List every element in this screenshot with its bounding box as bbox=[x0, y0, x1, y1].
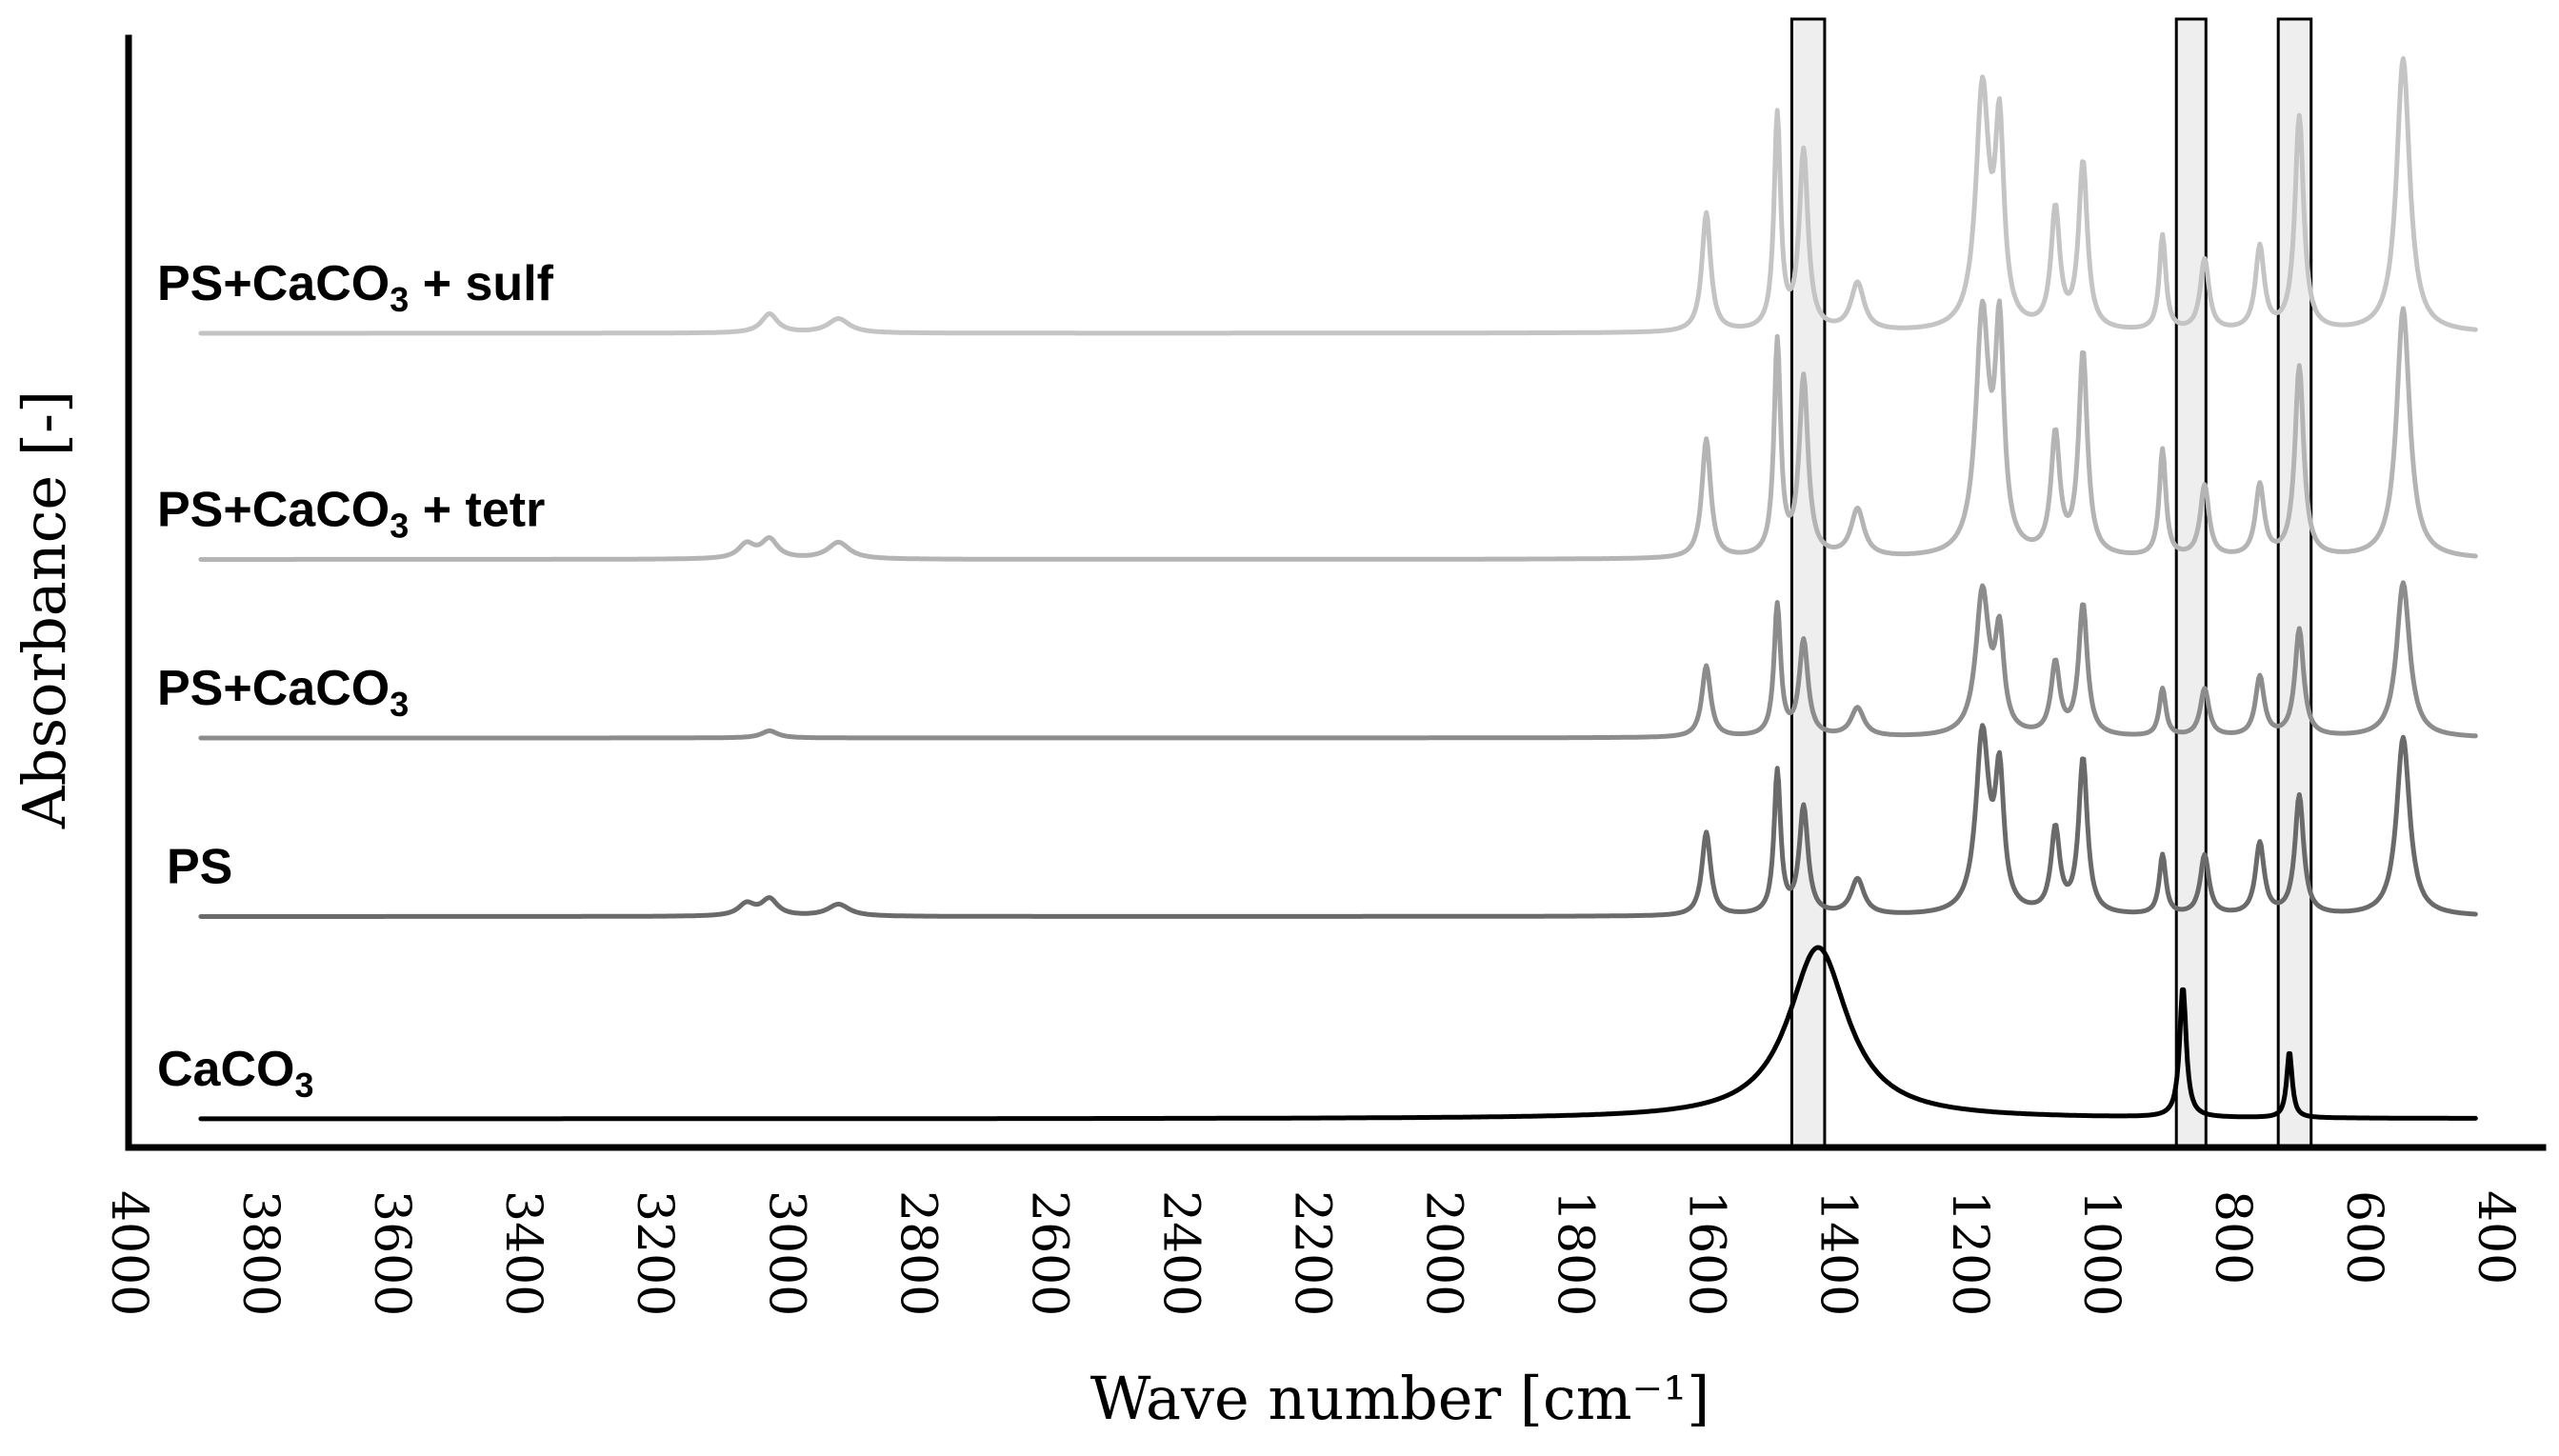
x-tick-label-13: 1400 bbox=[1809, 1190, 1867, 1316]
highlight-bands bbox=[1789, 17, 2313, 1149]
x-tick-label-15: 1000 bbox=[2072, 1190, 2129, 1316]
x-axis-title: Wave number [cm⁻¹] bbox=[1090, 1364, 1710, 1433]
series-label-4: CaCO3 bbox=[157, 1042, 314, 1105]
x-tick-label-3: 3400 bbox=[494, 1190, 551, 1316]
series-label-2: PS+CaCO3 bbox=[157, 661, 409, 724]
x-tick-label-5: 3000 bbox=[757, 1190, 814, 1316]
x-tick-labels: 4000 3800 3600 3400 3200 3000 2800 2600 2400 2200… bbox=[100, 1190, 2524, 1316]
y-axis-title: Absorbance [-] bbox=[10, 390, 79, 829]
x-tick-label-12: 1600 bbox=[1678, 1190, 1735, 1316]
series-label-3: PS bbox=[167, 840, 232, 895]
series-line-2 bbox=[198, 580, 2478, 741]
x-tick-label-11: 1800 bbox=[1547, 1190, 1604, 1316]
series-lines bbox=[198, 56, 2478, 1122]
x-tick-label-6: 2800 bbox=[889, 1190, 946, 1316]
x-tick-label-2: 3600 bbox=[363, 1190, 420, 1316]
series-label-0: PS+CaCO3 + sulf bbox=[157, 256, 554, 319]
series-line-4 bbox=[198, 945, 2478, 1122]
x-tick-label-1: 3800 bbox=[231, 1190, 289, 1316]
x-tick-label-17: 600 bbox=[2335, 1190, 2392, 1285]
x-tick-label-9: 2200 bbox=[1284, 1190, 1341, 1316]
series-label-1: PS+CaCO3 + tetr bbox=[157, 483, 545, 546]
series-labels: PS+CaCO3 + sulf PS+CaCO3 + tetr PS+CaCO3 PS… bbox=[157, 256, 554, 1105]
x-tick-label-16: 800 bbox=[2204, 1190, 2261, 1285]
x-tick-label-18: 400 bbox=[2467, 1190, 2524, 1285]
x-tick-label-0: 4000 bbox=[100, 1190, 157, 1316]
x-tick-label-14: 1200 bbox=[1941, 1190, 1998, 1316]
series-line-0 bbox=[198, 56, 2478, 336]
series-line-1 bbox=[198, 298, 2478, 562]
axes bbox=[125, 34, 2547, 1151]
x-tick-label-4: 3200 bbox=[626, 1190, 683, 1316]
highlight-band-1 bbox=[2174, 17, 2208, 1149]
x-tick-label-10: 2000 bbox=[1415, 1190, 1472, 1316]
x-tick-label-7: 2600 bbox=[1020, 1190, 1077, 1316]
series-line-3 bbox=[198, 723, 2478, 919]
x-tick-label-8: 2400 bbox=[1151, 1190, 1209, 1316]
